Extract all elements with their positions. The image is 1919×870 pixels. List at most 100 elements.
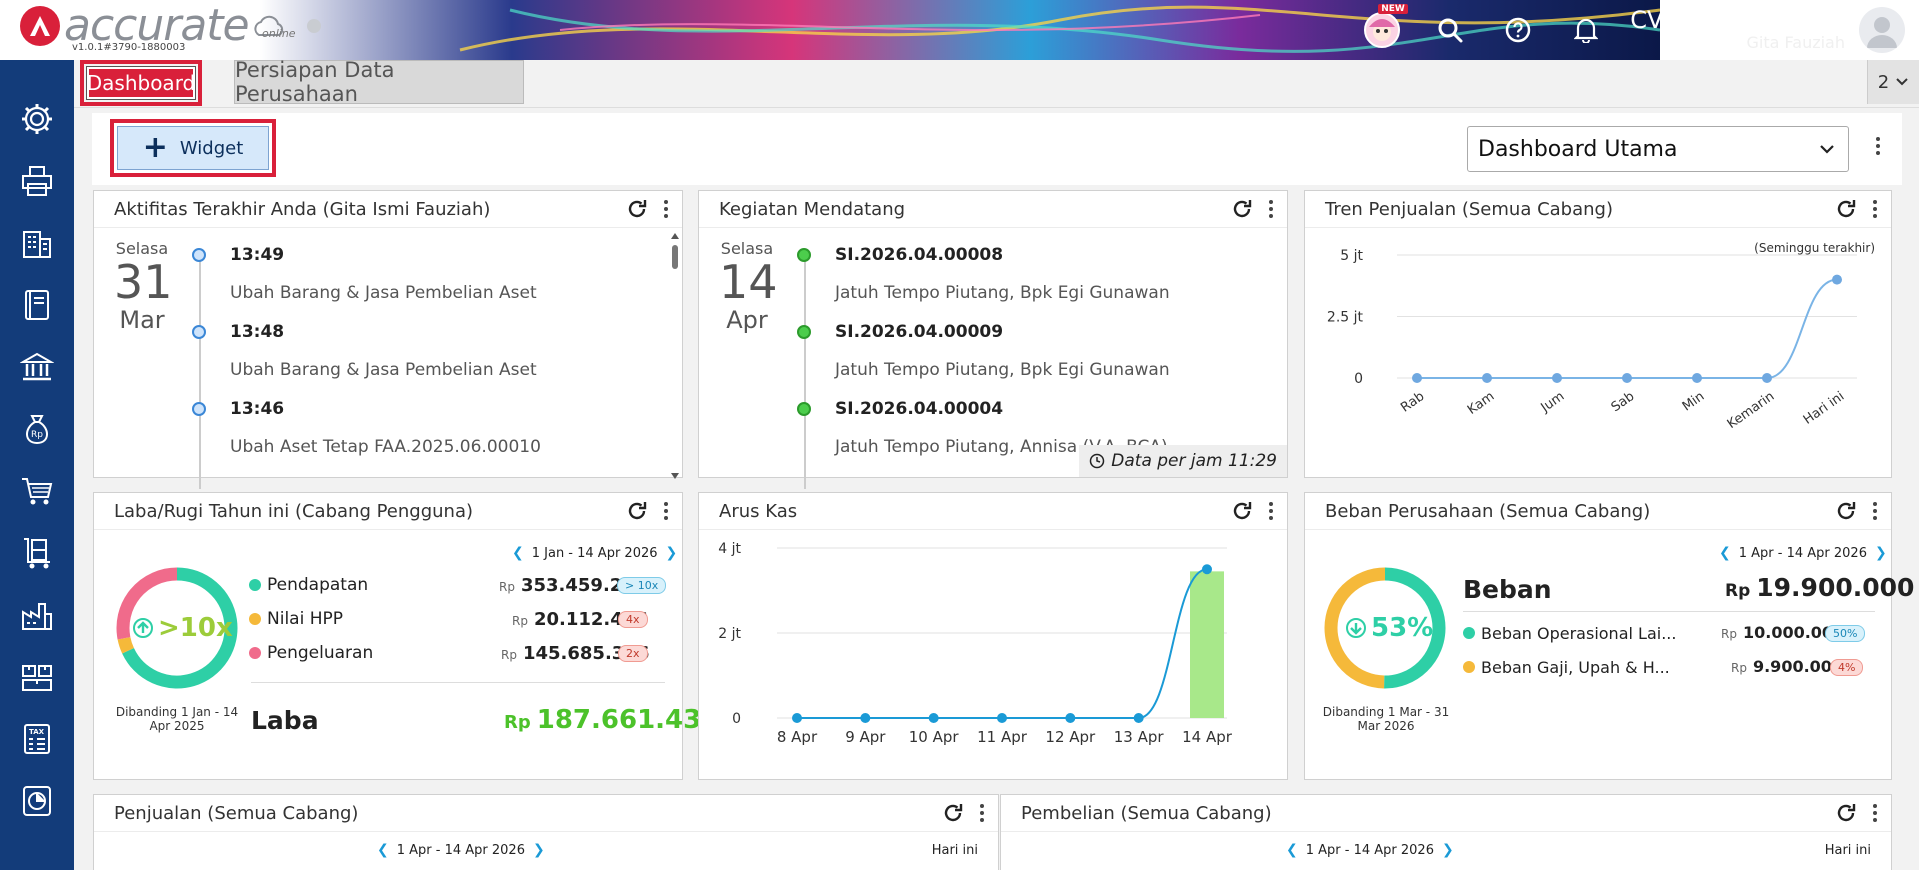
card-tren-penjualan: Tren Penjualan (Semua Cabang) (Seminggu … (1304, 190, 1892, 478)
refresh-icon[interactable] (1231, 500, 1253, 522)
tax-icon: TAX (24, 724, 50, 754)
currency: Rp (504, 712, 531, 733)
card-menu-icon[interactable] (1867, 804, 1883, 822)
timeline-dot (797, 325, 811, 339)
bank-icon (20, 352, 54, 381)
divider (1463, 611, 1875, 612)
card-beban: Beban Perusahaan (Semua Cabang) ❮ 1 Apr … (1304, 492, 1914, 780)
card-menu-icon[interactable] (1263, 200, 1279, 218)
prev-period-icon[interactable]: ❮ (1286, 842, 1298, 858)
card-header: Beban Perusahaan (Semua Cabang) (1305, 493, 1891, 530)
card-menu-icon[interactable] (1867, 502, 1883, 520)
sidebar-item-receivable[interactable]: Rp (0, 398, 74, 460)
card-menu-icon[interactable] (658, 502, 674, 520)
next-period-icon[interactable]: ❯ (665, 545, 678, 561)
cart-icon (22, 478, 53, 505)
sidebar-item-bank[interactable] (0, 336, 74, 398)
card-menu-icon[interactable] (974, 804, 990, 822)
sidebar-item-pos[interactable] (0, 150, 74, 212)
chevron-down-icon (1896, 78, 1908, 86)
scrollbar[interactable] (670, 231, 680, 481)
next-period-icon[interactable]: ❯ (1874, 545, 1887, 561)
range-text: 1 Jan - 14 Apr 2026 (531, 545, 658, 561)
new-feature-button[interactable]: NEW (1348, 0, 1416, 60)
amount: Rp 145.685.306 (501, 643, 649, 664)
sidebar-item-tax[interactable]: TAX (0, 708, 74, 770)
refresh-icon[interactable] (626, 198, 648, 220)
refresh-icon[interactable] (626, 500, 648, 522)
prev-period-icon[interactable]: ❮ (1719, 545, 1731, 561)
tab-persiapan-data[interactable]: Persiapan Data Perusahaan (234, 58, 524, 106)
sidebar-item-manufacturing[interactable] (0, 584, 74, 646)
card-menu-icon[interactable] (1867, 200, 1883, 218)
data-point (860, 713, 871, 723)
help-button[interactable] (1484, 0, 1552, 60)
card-header: Kegiatan Mendatang (699, 191, 1287, 228)
add-widget-highlight: + Widget (110, 119, 276, 177)
widget-label: Widget (179, 137, 244, 159)
refresh-icon[interactable] (1231, 198, 1253, 220)
legend-row: Beban Gaji, Upah & H... (1463, 655, 1670, 679)
x-tick-label: 14 Apr (1182, 728, 1233, 746)
sidebar-item-company[interactable] (0, 212, 74, 274)
change-badge: 2x (618, 645, 648, 662)
tab-dashboard[interactable]: Dashboard (80, 60, 202, 106)
currency: Rp (1721, 627, 1737, 641)
prev-period-icon[interactable]: ❮ (512, 545, 524, 561)
refresh-icon[interactable] (1835, 198, 1857, 220)
card-header: Pembelian (Semua Cabang) (1001, 795, 1891, 832)
period-filter[interactable]: Hari ini (931, 843, 978, 858)
amount: Rp 10.000.000 (1721, 623, 1844, 642)
next-period-icon[interactable]: ❯ (1441, 842, 1454, 858)
sidebar-item-reports[interactable] (0, 770, 74, 832)
dashboard-select[interactable]: Dashboard Utama (1467, 126, 1849, 172)
accurate-logo[interactable]: accurate (20, 4, 321, 48)
data-point (1832, 274, 1842, 285)
logo-subtitle: online (262, 27, 296, 40)
x-tick-label: 10 Apr (909, 728, 960, 746)
refresh-icon[interactable] (1835, 802, 1857, 824)
month-label: Apr (726, 306, 768, 334)
tab-count-dropdown[interactable]: 2 (1867, 60, 1919, 104)
sidebar-item-inventory[interactable] (0, 646, 74, 708)
next-period-icon[interactable]: ❯ (532, 842, 545, 858)
card-header: Laba/Rugi Tahun ini (Cabang Pengguna) (94, 493, 682, 530)
card-menu-icon[interactable] (1263, 502, 1279, 520)
profit-donut (116, 567, 238, 689)
expense-donut (1324, 567, 1446, 689)
card-menu-icon[interactable] (658, 200, 674, 218)
data-timestamp: Data per jam 11:29 (1079, 445, 1287, 477)
sidebar-item-sales[interactable] (0, 460, 74, 522)
avatar[interactable] (1859, 7, 1905, 53)
prev-period-icon[interactable]: ❮ (377, 842, 389, 858)
sidebar-item-ledger[interactable] (0, 274, 74, 336)
date-label: 31 (114, 255, 173, 309)
top-bar: accurate online v1.0.1#3790-1880003 NEW … (0, 0, 1919, 60)
refresh-icon[interactable] (942, 802, 964, 824)
sidebar-item-purchase[interactable] (0, 522, 74, 584)
add-widget-button[interactable]: + Widget (117, 126, 269, 170)
y-tick-label: 0 (732, 711, 741, 727)
activity-date: Selasa 31 Mar (114, 239, 173, 334)
item-time: 13:46 (230, 399, 285, 419)
refresh-icon[interactable] (1835, 500, 1857, 522)
timeline-dot (797, 402, 811, 416)
dashboard-menu-icon[interactable] (1870, 137, 1886, 155)
card-arus-kas: Arus Kas 0 2 jt 4 jt 8 Apr 9 Apr 10 Apr 11 Apr… (698, 492, 1288, 780)
card-header: Tren Penjualan (Semua Cabang) (1305, 191, 1891, 228)
logo-mark-icon (20, 6, 60, 46)
month-label: Mar (119, 306, 165, 334)
warehouse-icon (22, 665, 52, 691)
y-tick-label: 4 jt (718, 541, 741, 557)
sidebar-item-settings[interactable] (0, 88, 74, 150)
search-button[interactable] (1416, 0, 1484, 60)
printer-icon (22, 166, 52, 196)
donut-slice (122, 567, 238, 689)
company-info[interactable]: CV Mitra Spesialis Gita Fauziah (1630, 7, 1845, 53)
dashboard-toolbar: + Widget Dashboard Utama (92, 113, 1902, 185)
x-tick-label: Jum (1538, 389, 1568, 416)
notification-button[interactable] (1552, 0, 1620, 60)
timeline-dot (797, 248, 811, 262)
series-line (796, 568, 1208, 719)
period-filter[interactable]: Hari ini (1824, 843, 1871, 858)
